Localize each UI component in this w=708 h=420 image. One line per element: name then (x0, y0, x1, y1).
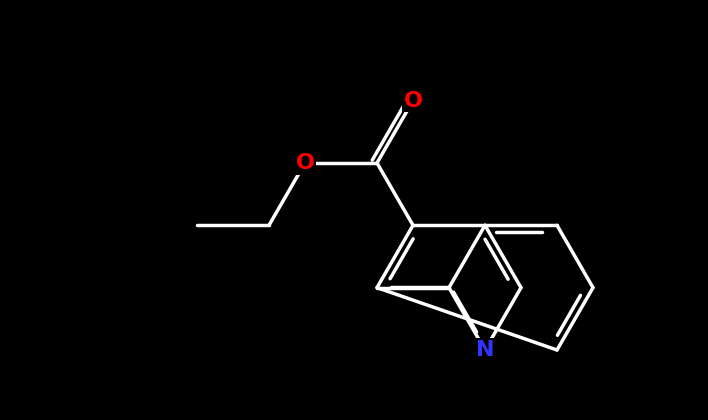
Text: O: O (295, 153, 314, 173)
Text: N: N (476, 340, 494, 360)
Text: O: O (404, 91, 423, 110)
